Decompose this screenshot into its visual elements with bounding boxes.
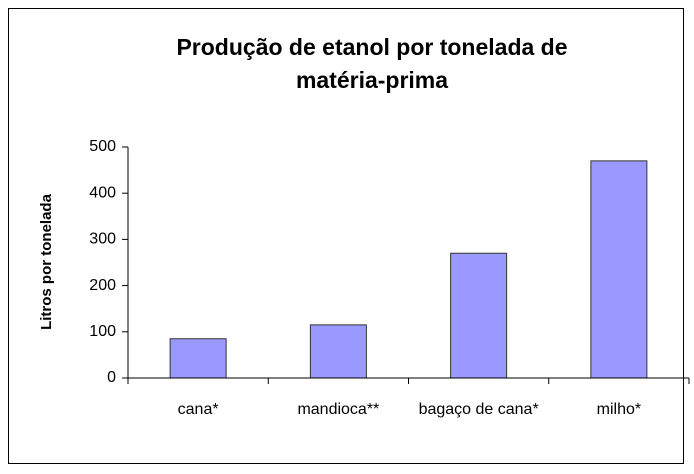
chart-title: Produção de etanol por tonelada de matér…	[176, 34, 568, 93]
chart-frame	[8, 8, 684, 464]
bar	[590, 160, 648, 379]
y-tick-label: 300	[89, 231, 116, 248]
y-tick-label: 0	[107, 369, 116, 386]
x-tick-label: bagaço de cana*	[418, 401, 539, 418]
y-tick-label: 500	[89, 138, 116, 155]
y-tick-label: 100	[89, 323, 116, 340]
bar	[169, 338, 227, 379]
bar	[450, 252, 508, 379]
y-tick-label: 400	[89, 184, 116, 201]
x-tick-label: milho*	[596, 401, 642, 418]
x-tick-label: cana*	[177, 401, 219, 418]
bar	[309, 324, 367, 379]
x-tick-label: mandioca**	[297, 401, 380, 418]
y-axis-label: Litros por tonelada	[38, 193, 55, 330]
y-tick-label: 200	[89, 277, 116, 294]
